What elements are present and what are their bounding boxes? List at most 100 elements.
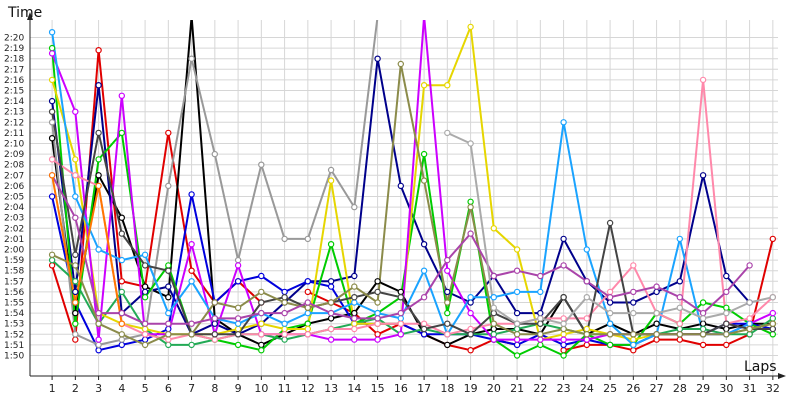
data-point-s9-lap20	[490, 336, 497, 343]
y-tick-label: 2:02	[4, 224, 24, 234]
y-axis-arrow-icon	[27, 12, 33, 20]
data-point-s13-lap32	[769, 320, 777, 327]
data-point-s8-lap23	[560, 331, 567, 338]
data-point-s14-lap12	[304, 299, 311, 306]
data-point-s11-lap1	[48, 156, 56, 163]
data-point-s10-lap5	[141, 251, 149, 258]
data-point-s11-lap8	[211, 336, 218, 343]
data-point-s13-lap20	[490, 320, 497, 327]
data-point-s3-lap19	[467, 299, 474, 306]
data-point-s10-lap25	[606, 320, 614, 327]
data-point-s1-lap4	[118, 278, 126, 285]
y-tick-label: 1:58	[4, 267, 24, 277]
y-tick-label: 1:51	[4, 341, 24, 351]
data-point-s13-lap3	[95, 320, 102, 327]
data-point-s1-lap30	[723, 341, 730, 349]
data-point-s11-lap12	[304, 331, 311, 338]
y-tick-label: 2:13	[4, 108, 24, 118]
data-point-s14-lap30	[723, 288, 730, 296]
data-point-s14-lap31	[746, 262, 753, 269]
data-point-s15-lap31	[746, 299, 753, 306]
data-point-s10-lap2	[72, 193, 79, 200]
data-point-s5-lap2	[72, 331, 79, 338]
data-point-s13-lap23	[560, 325, 567, 333]
data-point-s10-lap11	[281, 320, 288, 327]
data-point-s11-lap28	[676, 320, 684, 327]
data-point-s8-lap14	[351, 320, 358, 327]
data-point-s1-lap6	[165, 129, 172, 137]
data-point-s14-lap4	[118, 309, 126, 317]
data-point-s1-lap26	[630, 347, 637, 354]
data-point-s15-lap25	[606, 309, 614, 317]
series-line-11	[51, 78, 774, 341]
data-point-s14-lap18	[444, 256, 451, 264]
data-point-s5-lap10	[258, 161, 265, 168]
data-point-s2-lap4	[118, 214, 126, 221]
data-point-s4-lap10	[258, 272, 265, 280]
data-point-s13-lap1	[48, 251, 56, 258]
data-point-s11-lap18	[444, 331, 451, 338]
data-point-s12-lap16	[397, 294, 404, 301]
data-point-s11-lap10	[258, 331, 265, 338]
data-point-s10-lap28	[676, 235, 684, 243]
data-point-s8-lap1	[48, 76, 56, 84]
data-point-s10-lap26	[630, 341, 637, 349]
x-tick-label: 25	[603, 382, 617, 395]
y-tick-label: 1:54	[4, 309, 24, 319]
data-point-s14-lap15	[374, 315, 381, 322]
data-point-s12-lap19	[467, 331, 474, 338]
data-point-s10-lap22	[537, 288, 544, 296]
data-point-s14-lap9	[234, 315, 242, 322]
data-point-s5-lap11	[281, 235, 288, 243]
y-tick-label: 2:06	[4, 182, 24, 192]
data-point-s4-lap9	[234, 278, 242, 285]
data-point-s10-lap16	[397, 315, 404, 322]
data-point-s15-lap18	[444, 129, 451, 137]
y-tick-label: 2:03	[4, 214, 24, 224]
data-point-s6-lap29	[699, 299, 707, 306]
series-points	[48, 14, 777, 359]
data-point-s15-lap27	[653, 309, 660, 317]
y-tick-label: 2:15	[4, 87, 24, 97]
data-point-s14-lap26	[630, 288, 637, 296]
x-tick-label: 22	[533, 382, 547, 395]
data-point-s9-lap17	[422, 14, 427, 19]
data-point-s13-lap8	[211, 299, 218, 306]
tick-labels: 1:501:511:521:531:541:551:561:571:581:59…	[4, 34, 780, 396]
data-point-s13-lap19	[467, 203, 474, 211]
data-point-s13-lap13	[327, 299, 335, 306]
data-point-s11-lap13	[327, 325, 335, 333]
y-tick-label: 1:59	[4, 256, 24, 266]
data-point-s7-lap21	[513, 325, 521, 333]
data-point-s11-lap24	[583, 315, 591, 322]
data-point-s11-lap25	[606, 288, 614, 296]
data-point-s2-lap29	[699, 320, 707, 327]
data-point-s10-lap3	[95, 246, 102, 253]
data-point-s14-lap14	[351, 315, 358, 322]
data-point-s2-lap5	[141, 283, 149, 290]
data-point-s14-lap24	[583, 278, 591, 285]
data-point-s13-lap2	[72, 262, 79, 269]
data-point-s12-lap17	[420, 325, 428, 333]
data-point-s9-lap21	[513, 336, 521, 343]
x-axis-arrow-icon	[778, 373, 786, 379]
data-point-s13-lap30	[723, 331, 730, 338]
x-tick-label: 26	[626, 382, 640, 395]
data-point-s5-lap12	[304, 235, 311, 243]
data-point-s10-lap12	[304, 309, 311, 317]
data-point-s7-lap29	[699, 325, 707, 333]
data-point-s6-lap17	[420, 150, 428, 158]
data-point-s2-lap6	[165, 294, 172, 301]
data-point-s6-lap9	[234, 341, 242, 349]
data-point-s9-lap1	[48, 50, 56, 57]
data-point-s9-lap4	[118, 92, 126, 100]
data-point-s3-lap8	[211, 320, 218, 327]
data-point-s12-lap10	[258, 299, 265, 306]
data-point-s10-lap21	[513, 288, 521, 296]
series-line-16	[51, 175, 123, 324]
x-tick-label: 29	[696, 382, 710, 395]
data-point-s6-lap23	[560, 352, 567, 359]
data-point-s5-lap4	[118, 336, 126, 343]
data-point-s14-lap10	[258, 309, 265, 317]
